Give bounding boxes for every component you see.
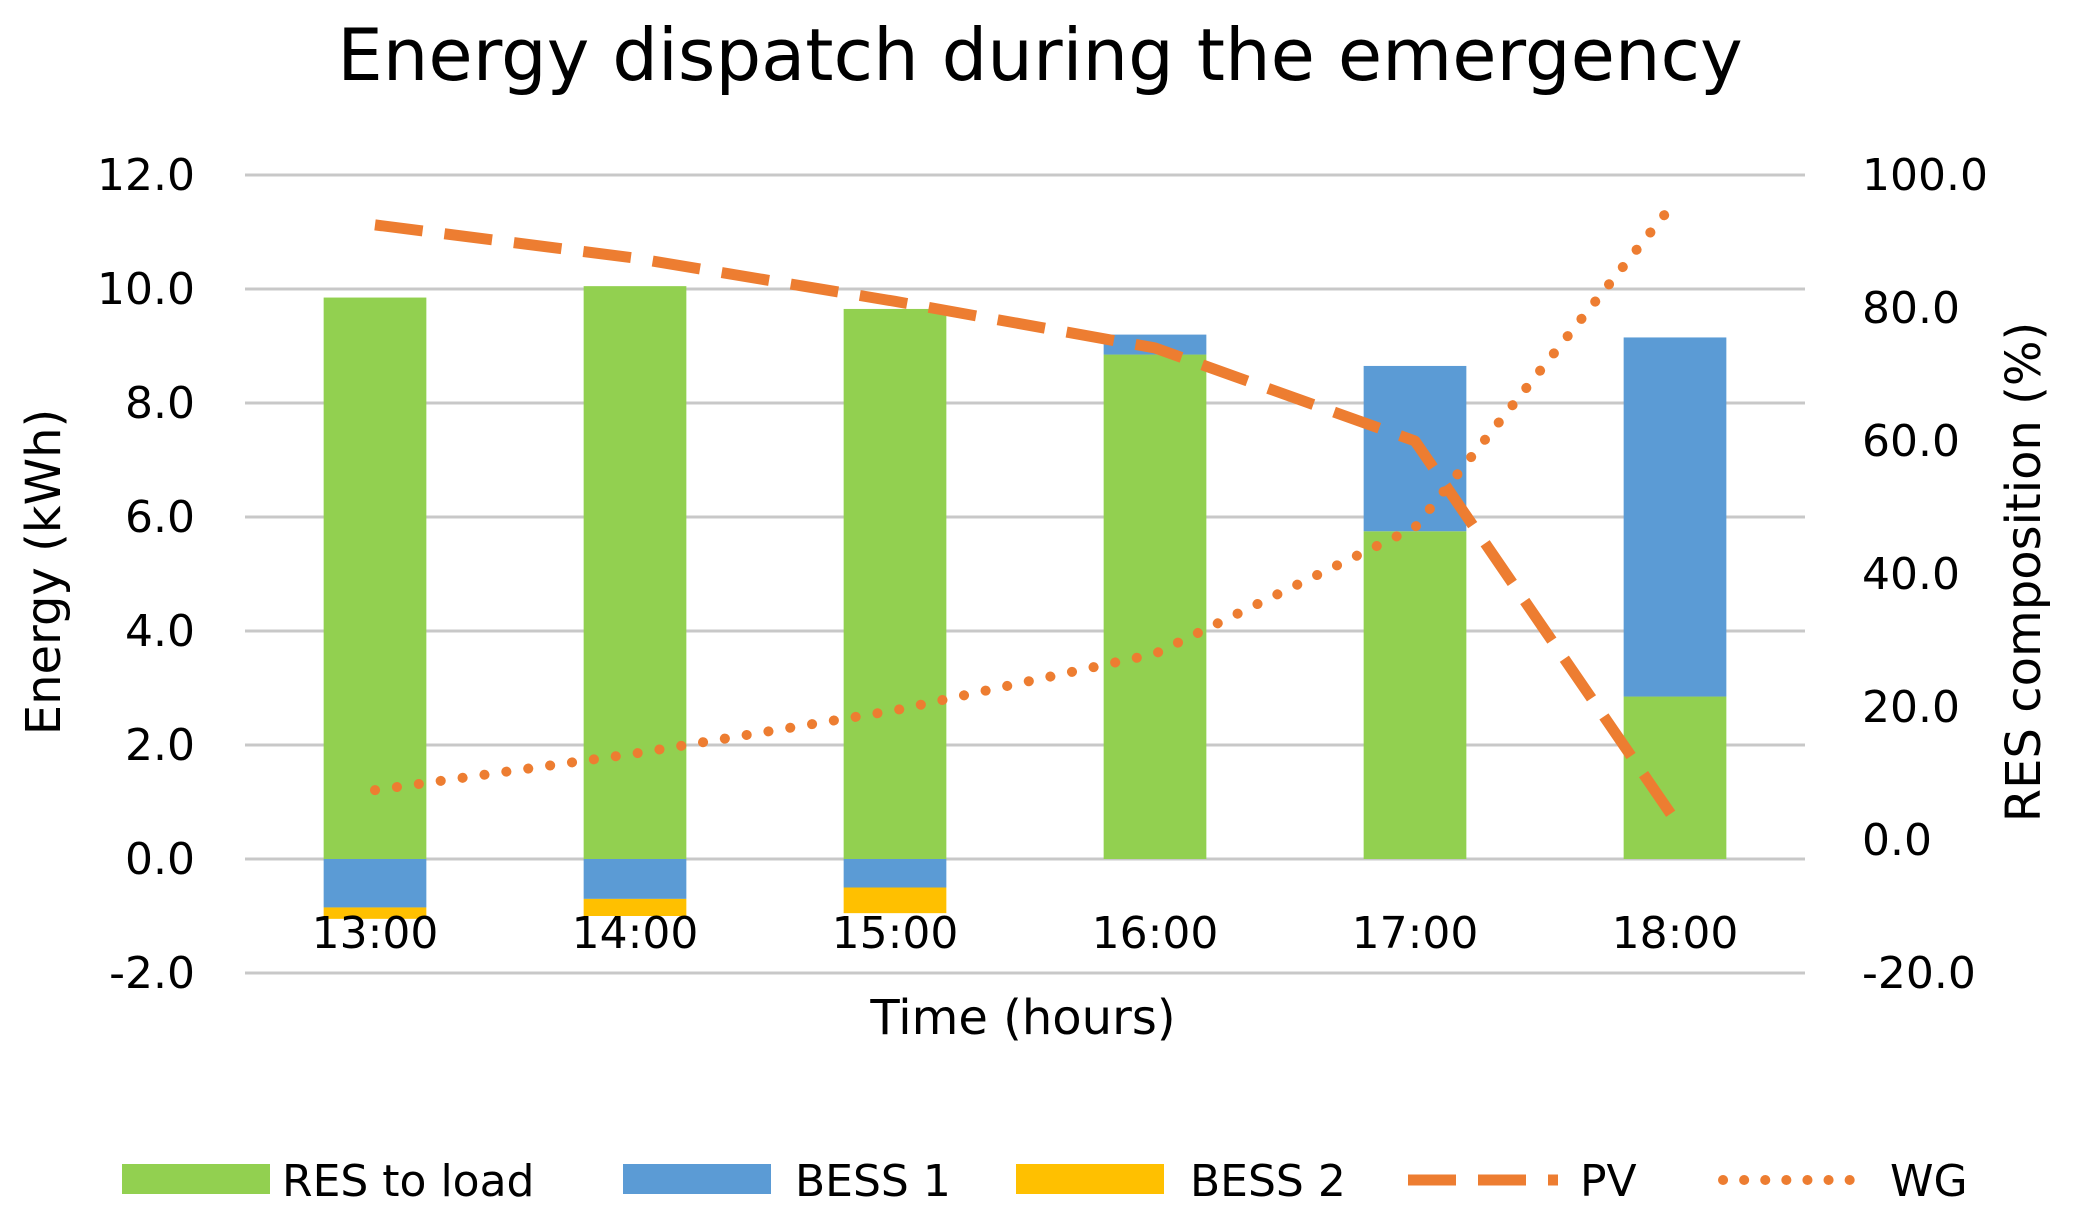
legend-label-pv: PV bbox=[1580, 1156, 1637, 1207]
x-tick-label: 13:00 bbox=[312, 908, 439, 959]
legend-item-bess-1: BESS 1 bbox=[623, 1156, 951, 1207]
y2-tick-label: -20.0 bbox=[1862, 948, 1976, 999]
bar-bess-2-13-00 bbox=[323, 907, 427, 919]
bar-series bbox=[323, 286, 1727, 919]
line-series bbox=[370, 196, 1680, 824]
y-axis-label: Energy (kWh) bbox=[16, 409, 72, 735]
y2-axis-label: RES composition (%) bbox=[1996, 322, 2052, 822]
legend-label-bess-1: BESS 1 bbox=[795, 1156, 951, 1207]
y-tick-label: 0.0 bbox=[125, 834, 195, 885]
line-pv bbox=[374, 219, 1680, 824]
x-axis-ticks: 13:00 14:00 15:00 16:00 17:00 18:00 bbox=[312, 908, 1739, 959]
y2-tick-label: 100.0 bbox=[1862, 150, 1988, 201]
y2-tick-label: 40.0 bbox=[1862, 549, 1960, 600]
bar-res-to-load-17-00 bbox=[1363, 531, 1467, 859]
x-tick-label: 14:00 bbox=[572, 908, 699, 959]
x-tick-label: 16:00 bbox=[1092, 908, 1219, 959]
legend-item-pv: PV bbox=[1408, 1156, 1637, 1207]
x-tick-label: 18:00 bbox=[1612, 908, 1739, 959]
y-tick-label: 2.0 bbox=[125, 720, 195, 771]
legend-item-wg: WG bbox=[1718, 1156, 1968, 1207]
legend-item-res-to-load: RES to load bbox=[122, 1156, 534, 1207]
y-tick-label: 8.0 bbox=[125, 378, 195, 429]
bar-bess-1-18-00 bbox=[1623, 337, 1727, 697]
y-tick-label: 4.0 bbox=[125, 606, 195, 657]
y-tick-label: 12.0 bbox=[97, 150, 195, 201]
chart-title: Energy dispatch during the emergency bbox=[337, 13, 1742, 97]
legend-item-bess-2: BESS 2 bbox=[1016, 1156, 1346, 1207]
x-tick-label: 17:00 bbox=[1352, 908, 1479, 959]
y2-tick-label: 80.0 bbox=[1862, 283, 1960, 334]
bar-res-to-load-16-00 bbox=[1103, 354, 1207, 859]
y-axis-ticks: -2.0 0.0 2.0 4.0 6.0 8.0 10.0 12.0 bbox=[97, 150, 195, 999]
y2-tick-label: 20.0 bbox=[1862, 682, 1960, 733]
bar-bess-2-15-00 bbox=[843, 887, 947, 914]
y2-axis-ticks: -20.0 0.0 20.0 40.0 60.0 80.0 100.0 bbox=[1862, 150, 1988, 999]
bar-res-to-load-14-00 bbox=[583, 286, 687, 859]
y-tick-label: 6.0 bbox=[125, 492, 195, 543]
bar-bess-1-14-00 bbox=[583, 859, 687, 899]
bar-bess-1-15-00 bbox=[843, 859, 947, 888]
legend-label-res-to-load: RES to load bbox=[282, 1156, 534, 1207]
y-tick-label: -2.0 bbox=[109, 948, 195, 999]
line-wg bbox=[370, 196, 1680, 796]
bar-bess-2-14-00 bbox=[583, 898, 687, 916]
bar-res-to-load-18-00 bbox=[1623, 696, 1727, 859]
x-axis-label: Time (hours) bbox=[869, 990, 1175, 1046]
legend-swatch-res-to-load bbox=[122, 1164, 270, 1194]
legend: RES to load BESS 1 BESS 2 PV WG bbox=[122, 1156, 1968, 1207]
x-tick-label: 15:00 bbox=[832, 908, 959, 959]
legend-swatch-bess-2 bbox=[1016, 1164, 1164, 1194]
legend-label-bess-2: BESS 2 bbox=[1190, 1156, 1346, 1207]
y2-tick-label: 60.0 bbox=[1862, 416, 1960, 467]
legend-label-wg: WG bbox=[1890, 1156, 1968, 1207]
y2-tick-label: 0.0 bbox=[1862, 815, 1932, 866]
legend-swatch-bess-1 bbox=[623, 1164, 771, 1194]
y-tick-label: 10.0 bbox=[97, 264, 195, 315]
gridlines bbox=[245, 173, 1805, 975]
bar-res-to-load-15-00 bbox=[843, 308, 947, 859]
bar-bess-1-13-00 bbox=[323, 859, 427, 908]
bar-res-to-load-13-00 bbox=[323, 297, 427, 859]
